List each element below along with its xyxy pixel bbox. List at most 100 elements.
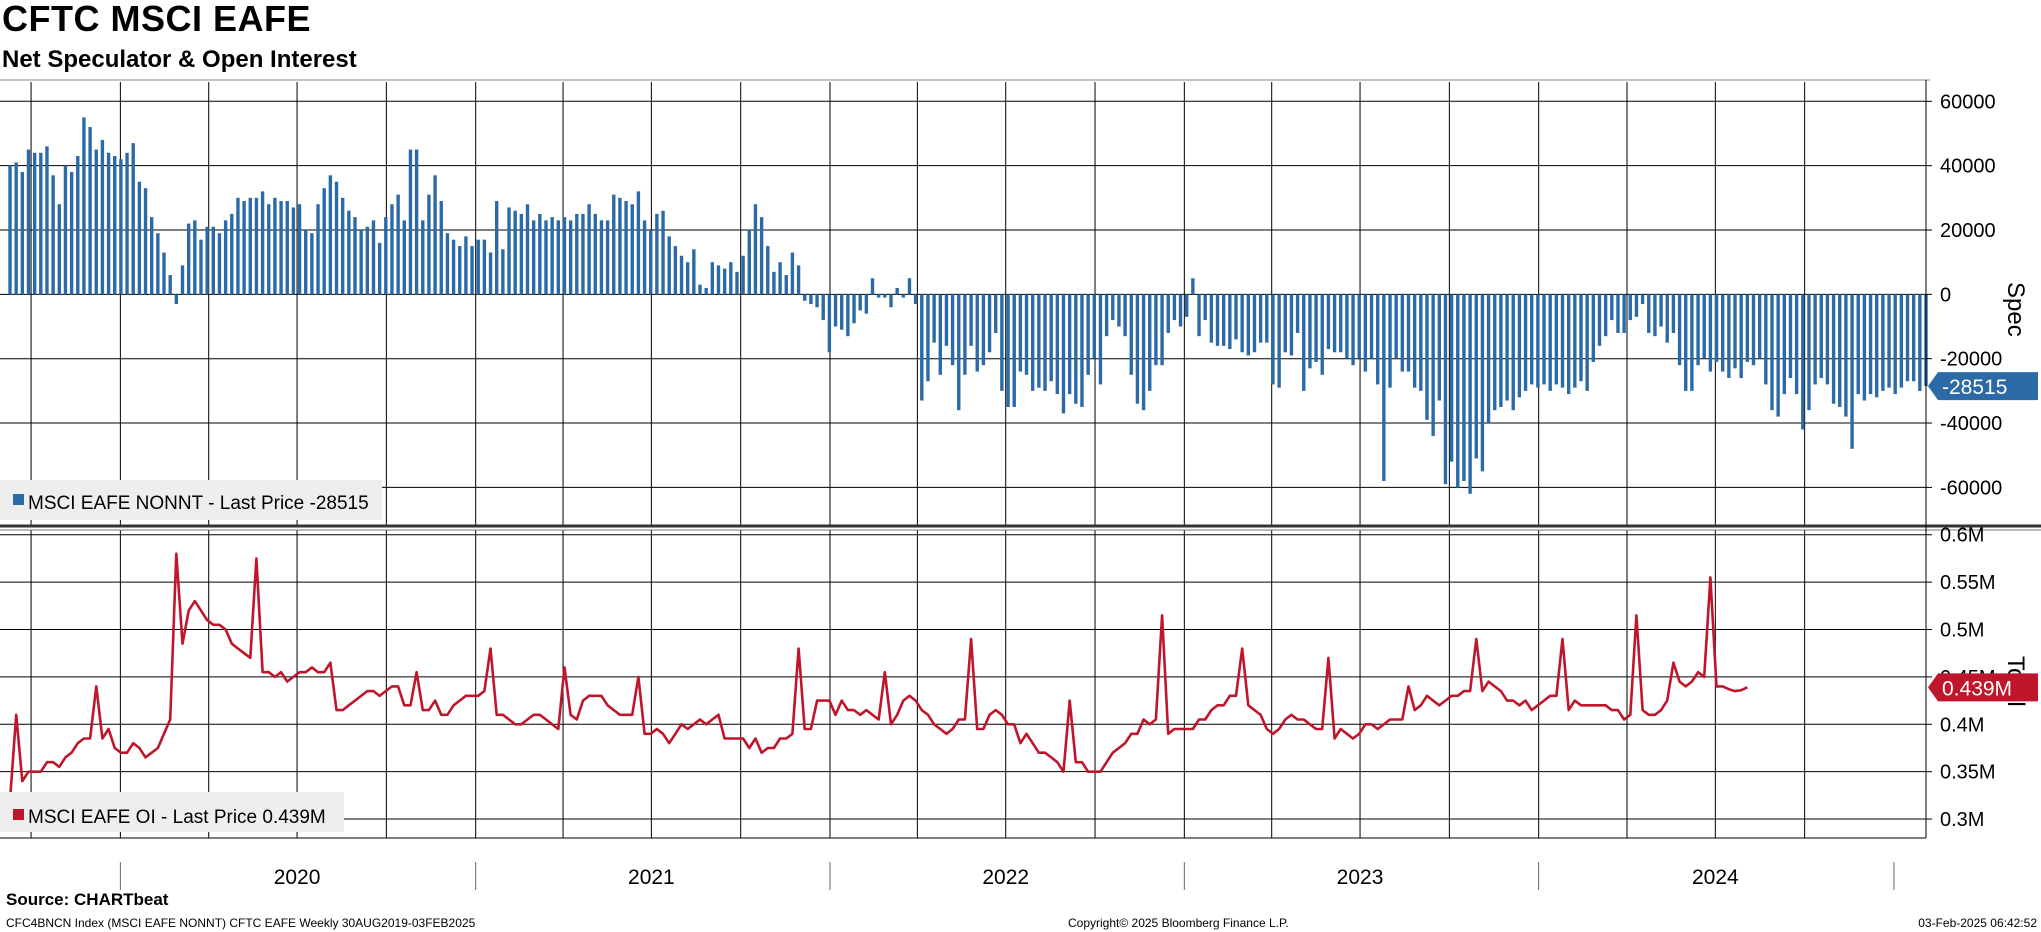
spec-bar (1123, 294, 1127, 337)
spec-bar (1185, 294, 1189, 317)
spec-bar (223, 220, 228, 295)
spec-bar (741, 255, 745, 295)
spec-bar (729, 262, 733, 295)
spec-tick-label: 20000 (1940, 220, 1996, 242)
spec-bar (63, 165, 68, 295)
spec-bar (587, 204, 591, 295)
spec-bar (1043, 294, 1047, 391)
spec-bar (1252, 294, 1257, 353)
spec-bar (1265, 294, 1269, 343)
spec-bar (199, 239, 203, 295)
spec-bar (1665, 294, 1669, 343)
spec-bar (433, 175, 437, 295)
spec-bar (495, 201, 499, 295)
spec-bar (772, 271, 776, 295)
spec-bar (1579, 294, 1583, 382)
spec-bar (1764, 294, 1768, 385)
spec-bar (1733, 294, 1737, 369)
spec-bar (1166, 294, 1170, 333)
spec-bar (340, 197, 345, 295)
oi-last-value-tag (1928, 673, 2038, 702)
oi-tick-label: 0.5M (1940, 620, 1984, 642)
spec-bar (1807, 294, 1811, 411)
spec-bar (1388, 294, 1392, 388)
spec-bar (82, 117, 86, 295)
spec-bar (1825, 294, 1830, 385)
spec-bar (981, 294, 986, 366)
spec-bar (1499, 294, 1503, 407)
spec-bar (1357, 294, 1361, 359)
spec-bar (821, 294, 825, 321)
spec-bar (1677, 294, 1682, 366)
spec-bar (1369, 294, 1374, 359)
source-note: Source: CHARTbeat (6, 890, 169, 909)
spec-bar (1739, 294, 1743, 378)
spec-bar (174, 294, 179, 304)
spec-bar (1197, 294, 1201, 337)
spec-bar (1493, 294, 1497, 411)
spec-bar (513, 210, 517, 295)
spec-bar (950, 294, 955, 366)
spec-bar (1092, 294, 1096, 359)
spec-bar (1419, 294, 1423, 391)
spec-bar (1012, 294, 1016, 407)
spec-bar (1480, 294, 1485, 472)
spec-bar (106, 152, 111, 295)
spec-bar (76, 156, 80, 295)
spec-bar (421, 220, 425, 295)
spec-bar (217, 233, 222, 295)
spec-bar (1326, 294, 1331, 350)
spec-bar (507, 207, 511, 295)
spec-bar (1813, 294, 1817, 385)
spec-bar (242, 201, 246, 295)
spec-bar (211, 226, 215, 295)
spec-bar (1622, 294, 1626, 333)
spec-bar (353, 217, 357, 295)
spec-bar (1474, 294, 1478, 459)
spec-bar (901, 294, 906, 298)
spec-bar (1258, 294, 1263, 343)
spec-bar (1647, 294, 1651, 333)
spec-bar (907, 278, 912, 295)
spec-bar (1862, 294, 1867, 401)
spec-bar (895, 287, 899, 295)
spec-bar (778, 262, 782, 295)
spec-bar (1456, 294, 1460, 488)
spec-bar (599, 220, 604, 295)
spec-bar (32, 152, 37, 295)
spec-bar (1024, 294, 1029, 375)
spec-bar (186, 223, 191, 295)
spec-bar (1856, 294, 1860, 395)
year-label: 2020 (274, 866, 321, 889)
spec-bar (1332, 294, 1337, 353)
spec-bar (1887, 294, 1891, 388)
spec-bar (827, 294, 832, 353)
spec-bar (1603, 294, 1608, 337)
spec-bar (969, 294, 973, 346)
spec-bar (944, 294, 949, 346)
footer-copyright: Copyright© 2025 Bloomberg Finance L.P. (1068, 916, 1289, 930)
spec-bar (1671, 294, 1676, 333)
spec-bar (1523, 294, 1528, 391)
spec-bar (334, 181, 339, 295)
spec-bar (963, 294, 967, 375)
spec-bar (1246, 294, 1251, 356)
spec-bar (1634, 294, 1639, 317)
spec-bar (365, 226, 370, 295)
spec-bar (328, 175, 333, 295)
spec-bar (14, 162, 18, 295)
spec-bar (735, 271, 739, 295)
spec-bar (1117, 294, 1121, 327)
spec-bar (470, 246, 474, 295)
spec-tick-label: 0 (1940, 284, 1951, 306)
spec-tick-label: 60000 (1940, 91, 1996, 113)
spec-bar (870, 278, 875, 295)
spec-bar (790, 252, 795, 295)
spec-bar (150, 217, 154, 295)
spec-bar (384, 217, 388, 295)
spec-bar (883, 294, 887, 298)
spec-bar (143, 188, 148, 295)
spec-bar (1240, 294, 1244, 353)
spec-bar (1819, 294, 1823, 378)
spec-bar (1351, 294, 1355, 366)
